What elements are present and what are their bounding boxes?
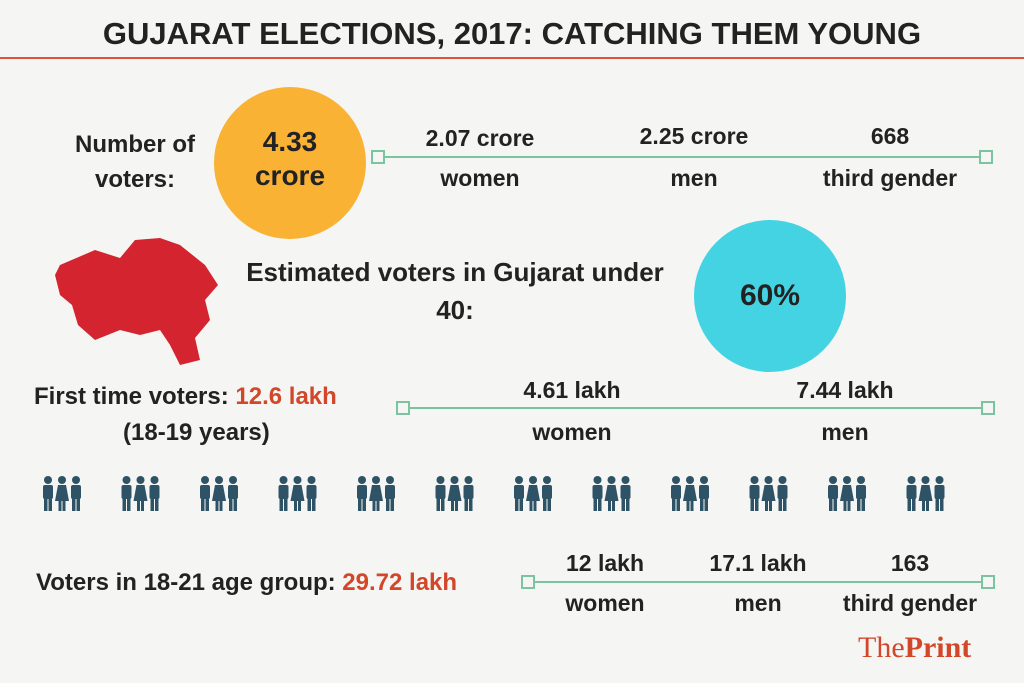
first-time-value: 12.6 lakh: [235, 383, 337, 410]
people-icons: [43, 476, 945, 511]
percent-circle: [694, 220, 846, 372]
person-icon: [121, 476, 132, 511]
person-icon: [369, 476, 383, 511]
person-icon: [526, 476, 540, 511]
age-value: 29.72 lakh: [342, 569, 458, 596]
person-icon: [840, 476, 854, 511]
age-third-label: third gender: [842, 590, 978, 616]
age-row: Voters in 18-21 age group: 29.72 lakh: [36, 566, 526, 601]
first-time-note: (18-19 years): [123, 419, 270, 446]
brand-the: The: [858, 631, 905, 664]
voters-label: Number of voters:: [75, 131, 195, 193]
person-icon: [200, 476, 210, 511]
person-icon: [357, 476, 367, 511]
person-icon: [761, 476, 776, 511]
person-icon: [828, 476, 838, 511]
first-time-row: First time voters: 12.6 lakh: [34, 380, 394, 415]
person-icon: [447, 476, 462, 511]
person-icon: [671, 476, 681, 511]
person-icon: [777, 476, 788, 511]
connector-lines: [371, 150, 995, 589]
person-icon: [699, 476, 709, 511]
person-icon: [620, 476, 631, 511]
person-icon: [55, 476, 69, 511]
first-women-value: 4.61 lakh: [523, 377, 621, 403]
person-icon: [43, 476, 53, 511]
person-icon: [278, 476, 289, 511]
person-icon: [435, 476, 446, 511]
person-icon: [463, 476, 474, 511]
under-40-label: Estimated voters in Gujarat under 40:: [246, 257, 664, 325]
age-third-value: 163: [890, 550, 930, 576]
voters-women-label: women: [440, 165, 520, 191]
person-icon: [749, 476, 760, 511]
voters-men-value: 2.25 crore: [639, 123, 749, 149]
under-40-value: 60%: [739, 279, 801, 312]
first-men-label: men: [821, 419, 869, 445]
person-icon: [514, 476, 524, 511]
voters-women-value: 2.07 crore: [425, 125, 535, 151]
person-icon: [918, 476, 933, 511]
age-women-label: women: [565, 590, 645, 616]
person-icon: [133, 476, 148, 511]
person-icon: [683, 476, 697, 511]
brand-print: Print: [904, 631, 972, 664]
person-icon: [542, 476, 552, 511]
voters-third-value: 668: [870, 123, 910, 149]
voters-third-label: third gender: [822, 165, 958, 191]
gujarat-map: [55, 238, 218, 365]
age-women-value: 12 lakh: [566, 550, 644, 576]
title: GUJARAT ELECTIONS, 2017: CATCHING THEM Y…: [102, 16, 922, 51]
voters-men-label: men: [670, 165, 718, 191]
brand: ThePrint: [858, 630, 971, 666]
age-men-label: men: [734, 590, 782, 616]
person-icon: [856, 476, 866, 511]
person-icon: [290, 476, 305, 511]
age-label: Voters in 18-21 age group:: [36, 569, 336, 596]
age-men-value: 17.1 lakh: [709, 550, 807, 576]
person-icon: [906, 476, 917, 511]
first-women-label: women: [532, 419, 612, 445]
first-men-value: 7.44 lakh: [796, 377, 894, 403]
person-icon: [934, 476, 945, 511]
person-icon: [385, 476, 395, 511]
person-icon: [592, 476, 603, 511]
person-icon: [212, 476, 226, 511]
first-time-label: First time voters:: [34, 383, 229, 410]
person-icon: [306, 476, 317, 511]
person-icon: [228, 476, 238, 511]
person-icon: [149, 476, 160, 511]
total-circle: [214, 87, 366, 239]
person-icon: [604, 476, 619, 511]
person-icon: [71, 476, 81, 511]
voters-total: 4.33 crore: [254, 126, 326, 191]
